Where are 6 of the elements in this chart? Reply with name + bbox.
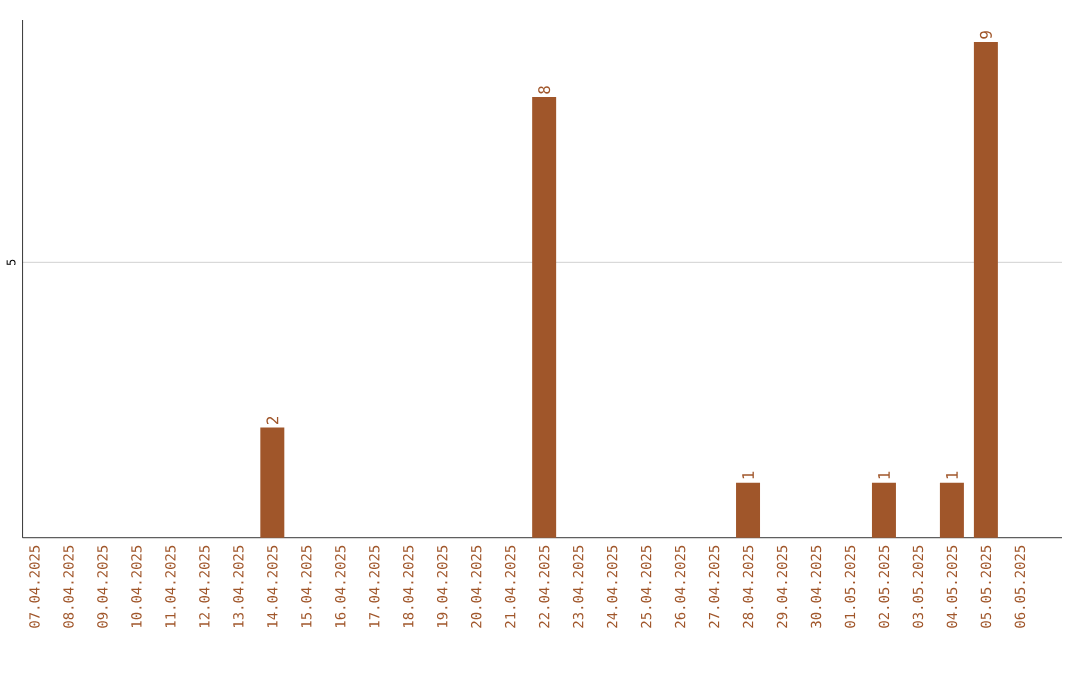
bar xyxy=(532,97,557,538)
bar xyxy=(939,482,964,538)
bar xyxy=(736,482,761,538)
bar xyxy=(871,482,896,538)
bar xyxy=(260,427,285,538)
bar xyxy=(973,42,998,538)
